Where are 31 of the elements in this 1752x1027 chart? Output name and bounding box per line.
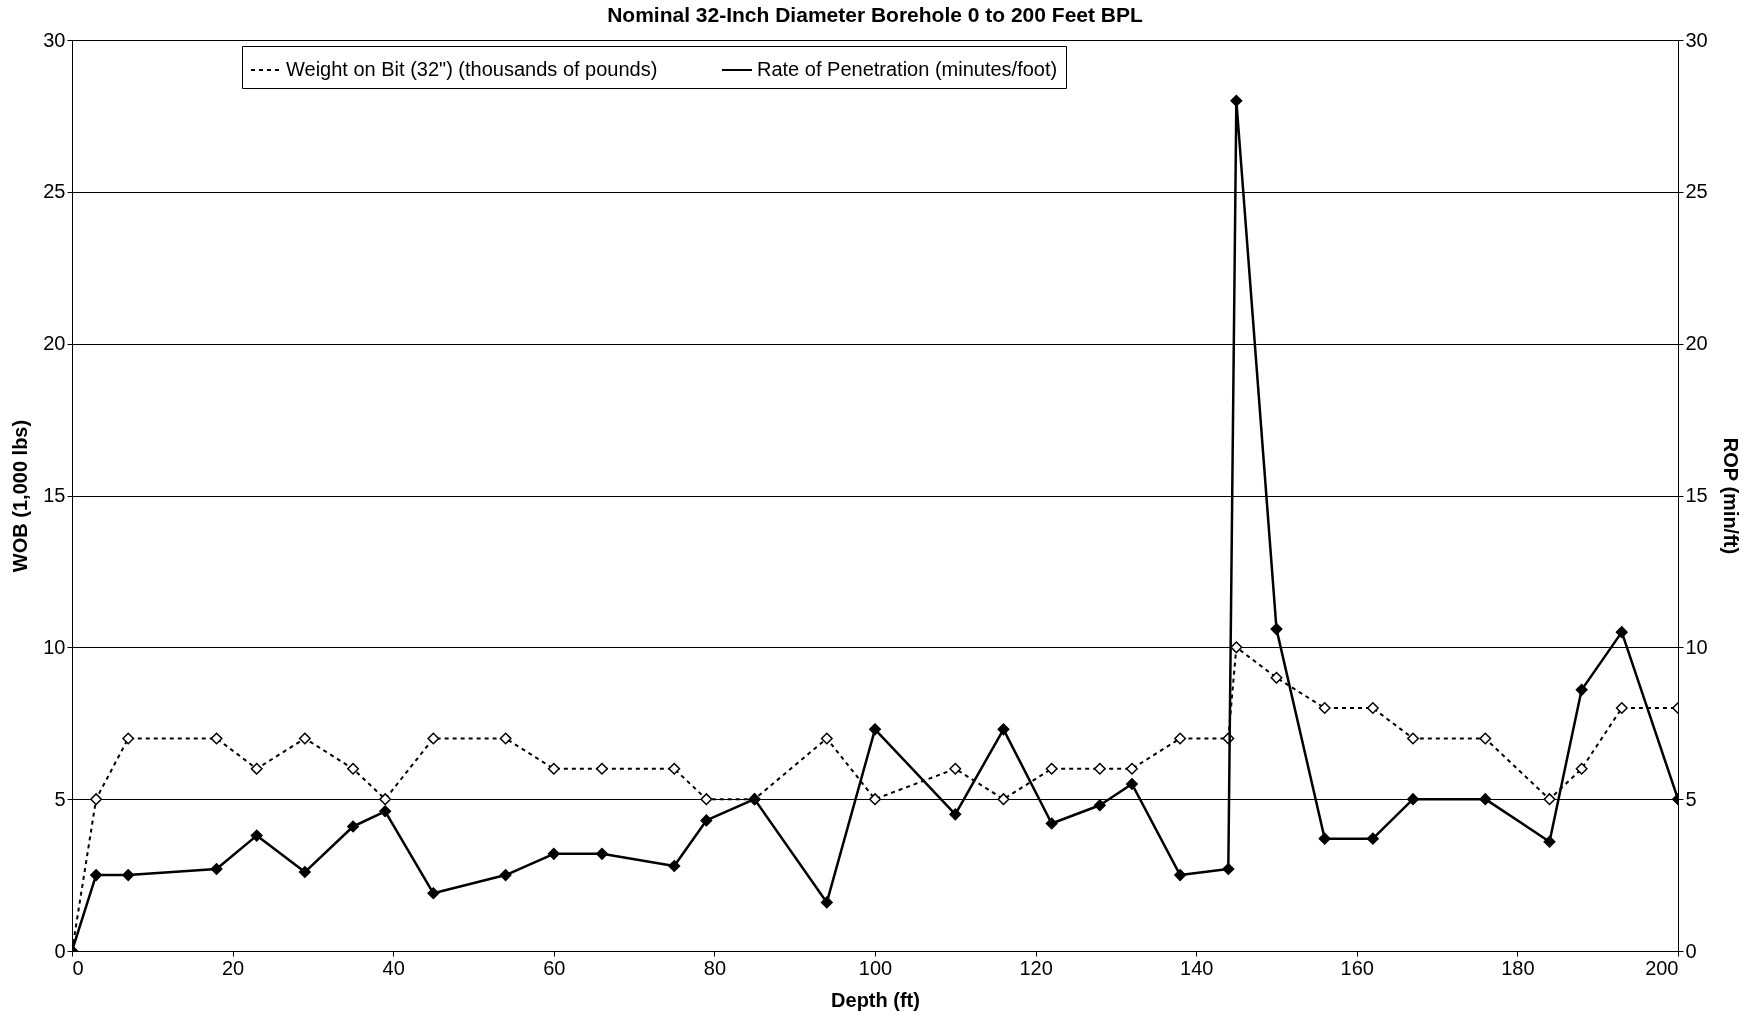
y-axis-title: WOB (1,000 lbs) — [9, 419, 32, 573]
y2-tick-label: 10 — [1685, 635, 1708, 658]
x-tick-label: 120 — [1019, 956, 1053, 979]
y2-tick-label: 0 — [1685, 939, 1697, 962]
y-tick-label: 25 — [43, 180, 66, 203]
y-tick-label: 0 — [54, 939, 66, 962]
y2-axis-title: ROP (min/ft) — [1719, 437, 1742, 555]
x-tick-label: 200 — [1645, 956, 1679, 979]
y2-tick-label: 25 — [1685, 180, 1708, 203]
y-tick-label: 30 — [43, 28, 66, 51]
x-tick-label: 140 — [1180, 956, 1214, 979]
x-tick-label: 40 — [382, 956, 405, 979]
x-tick-label: 60 — [543, 956, 566, 979]
y-tick-label: 15 — [43, 484, 66, 506]
x-tick-label: 100 — [858, 956, 893, 979]
x-tick-label: 0 — [72, 956, 84, 979]
y2-tick-label: 15 — [1685, 484, 1708, 506]
x-tick-label: 180 — [1501, 956, 1535, 979]
chart-title: Nominal 32-Inch Diameter Borehole 0 to 200 Feet BPL — [607, 3, 1143, 26]
x-tick-label: 20 — [221, 956, 245, 979]
y-tick-label: 10 — [43, 635, 66, 658]
y2-tick-label: 20 — [1685, 332, 1708, 355]
y-tick-label: 20 — [43, 332, 66, 355]
y-tick-label: 5 — [54, 787, 66, 810]
legend-label: Weight on Bit (32") (thousands of pounds) — [286, 58, 658, 80]
legend-label: Rate of Penetration (minutes/foot) — [757, 58, 1058, 80]
x-axis-title: Depth (ft) — [831, 988, 920, 1011]
y2-tick-label: 30 — [1685, 28, 1708, 51]
x-tick-label: 80 — [703, 956, 727, 979]
y2-tick-label: 5 — [1685, 787, 1697, 810]
x-tick-label: 160 — [1340, 956, 1374, 979]
